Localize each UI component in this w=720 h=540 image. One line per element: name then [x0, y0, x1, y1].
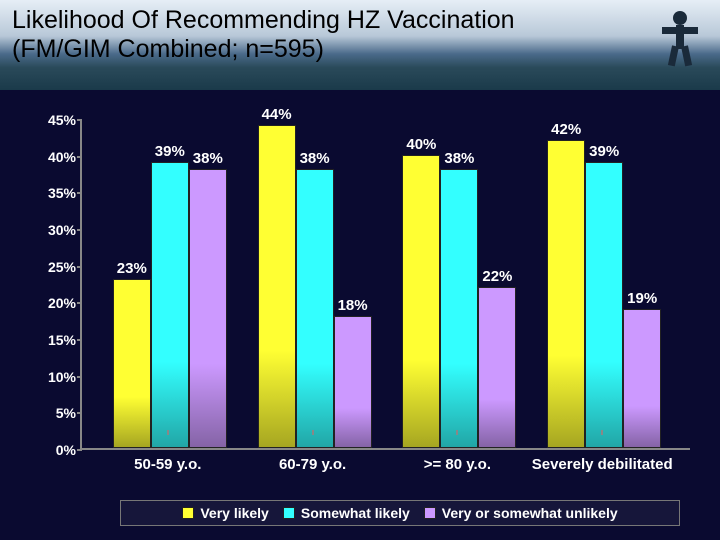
legend-label: Very likely: [200, 505, 269, 521]
legend-swatch-icon: [283, 507, 295, 519]
bar: [258, 125, 296, 448]
bar-value-label: 44%: [252, 106, 302, 123]
category-label: >= 80 y.o.: [382, 456, 532, 473]
y-tick-mark: [77, 449, 82, 451]
y-tick-mark: [77, 156, 82, 158]
bar: [334, 316, 372, 448]
x-tick-mark: [312, 430, 314, 435]
slide-header: Likelihood Of Recommending HZ Vaccinatio…: [0, 0, 720, 90]
y-tick-mark: [77, 266, 82, 268]
legend-label: Somewhat likely: [301, 505, 410, 521]
legend: Very likely Somewhat likely Very or some…: [120, 500, 680, 526]
y-tick-mark: [77, 229, 82, 231]
bar-value-label: 38%: [434, 150, 484, 167]
y-tick-mark: [77, 376, 82, 378]
legend-item-unlikely: Very or somewhat unlikely: [424, 505, 618, 521]
bar: [547, 140, 585, 448]
bar-value-label: 22%: [472, 268, 522, 285]
y-tick-label: 20%: [34, 295, 76, 311]
x-tick-mark: [601, 430, 603, 435]
bar: [151, 162, 189, 448]
y-tick-label: 15%: [34, 332, 76, 348]
y-tick-label: 40%: [34, 149, 76, 165]
bar-value-label: 39%: [579, 143, 629, 160]
x-tick-mark: [456, 430, 458, 435]
y-tick-mark: [77, 192, 82, 194]
person-logo-icon: [650, 8, 710, 68]
y-tick-label: 0%: [34, 442, 76, 458]
y-tick-mark: [77, 119, 82, 121]
y-tick-label: 5%: [34, 405, 76, 421]
y-tick-mark: [77, 339, 82, 341]
title-line-2: (FM/GIM Combined; n=595): [12, 35, 708, 64]
bar-value-label: 18%: [328, 297, 378, 314]
bar: [402, 155, 440, 448]
bar: [623, 309, 661, 448]
bar-value-label: 19%: [617, 290, 667, 307]
title-line-1: Likelihood Of Recommending HZ Vaccinatio…: [12, 6, 708, 35]
plot-region: 0%5%10%15%20%25%30%35%40%45%23%39%38%44%…: [80, 120, 690, 450]
slide: Likelihood Of Recommending HZ Vaccinatio…: [0, 0, 720, 540]
y-tick-label: 10%: [34, 369, 76, 385]
category-label: Severely debilitated: [527, 456, 677, 473]
legend-item-somewhat-likely: Somewhat likely: [283, 505, 410, 521]
legend-swatch-icon: [182, 507, 194, 519]
legend-swatch-icon: [424, 507, 436, 519]
category-label: 60-79 y.o.: [238, 456, 388, 473]
category-label: 50-59 y.o.: [93, 456, 243, 473]
legend-item-very-likely: Very likely: [182, 505, 269, 521]
bar-value-label: 38%: [290, 150, 340, 167]
y-tick-label: 30%: [34, 222, 76, 238]
bar-value-label: 23%: [107, 260, 157, 277]
y-tick-label: 35%: [34, 185, 76, 201]
y-tick-label: 45%: [34, 112, 76, 128]
x-tick-mark: [167, 430, 169, 435]
bar: [440, 169, 478, 448]
legend-label: Very or somewhat unlikely: [442, 505, 618, 521]
bar-value-label: 38%: [183, 150, 233, 167]
y-tick-label: 25%: [34, 259, 76, 275]
y-tick-mark: [77, 412, 82, 414]
bar-chart: 0% 5% 10% 15% 20% 25% 30% 35% 40% 45% 23% 39% 38% 44%…: [30, 100, 700, 530]
bar: [189, 169, 227, 448]
y-tick-mark: [77, 302, 82, 304]
bar-value-label: 42%: [541, 121, 591, 138]
bar: [113, 279, 151, 448]
bar: [478, 287, 516, 448]
